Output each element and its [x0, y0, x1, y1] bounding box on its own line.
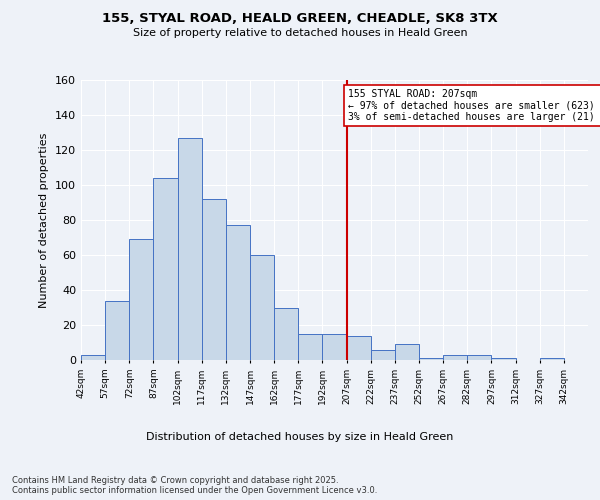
Bar	[540, 358, 564, 360]
Bar	[202, 199, 226, 360]
Bar	[105, 300, 129, 360]
Bar	[250, 255, 274, 360]
Bar	[371, 350, 395, 360]
Bar	[226, 225, 250, 360]
Bar	[81, 355, 105, 360]
Bar	[395, 344, 419, 360]
Text: Contains HM Land Registry data © Crown copyright and database right 2025.
Contai: Contains HM Land Registry data © Crown c…	[12, 476, 377, 495]
Bar	[347, 336, 371, 360]
Bar	[322, 334, 347, 360]
Bar	[298, 334, 322, 360]
Bar	[467, 355, 491, 360]
Bar	[178, 138, 202, 360]
Bar	[129, 240, 154, 360]
Bar	[419, 358, 443, 360]
Text: Size of property relative to detached houses in Heald Green: Size of property relative to detached ho…	[133, 28, 467, 38]
Text: 155, STYAL ROAD, HEALD GREEN, CHEADLE, SK8 3TX: 155, STYAL ROAD, HEALD GREEN, CHEADLE, S…	[102, 12, 498, 26]
Bar	[443, 355, 467, 360]
Y-axis label: Number of detached properties: Number of detached properties	[40, 132, 49, 308]
Text: 155 STYAL ROAD: 207sqm
← 97% of detached houses are smaller (623)
3% of semi-det: 155 STYAL ROAD: 207sqm ← 97% of detached…	[348, 88, 600, 122]
Bar	[274, 308, 298, 360]
Bar	[154, 178, 178, 360]
Bar	[491, 358, 515, 360]
Text: Distribution of detached houses by size in Heald Green: Distribution of detached houses by size …	[146, 432, 454, 442]
